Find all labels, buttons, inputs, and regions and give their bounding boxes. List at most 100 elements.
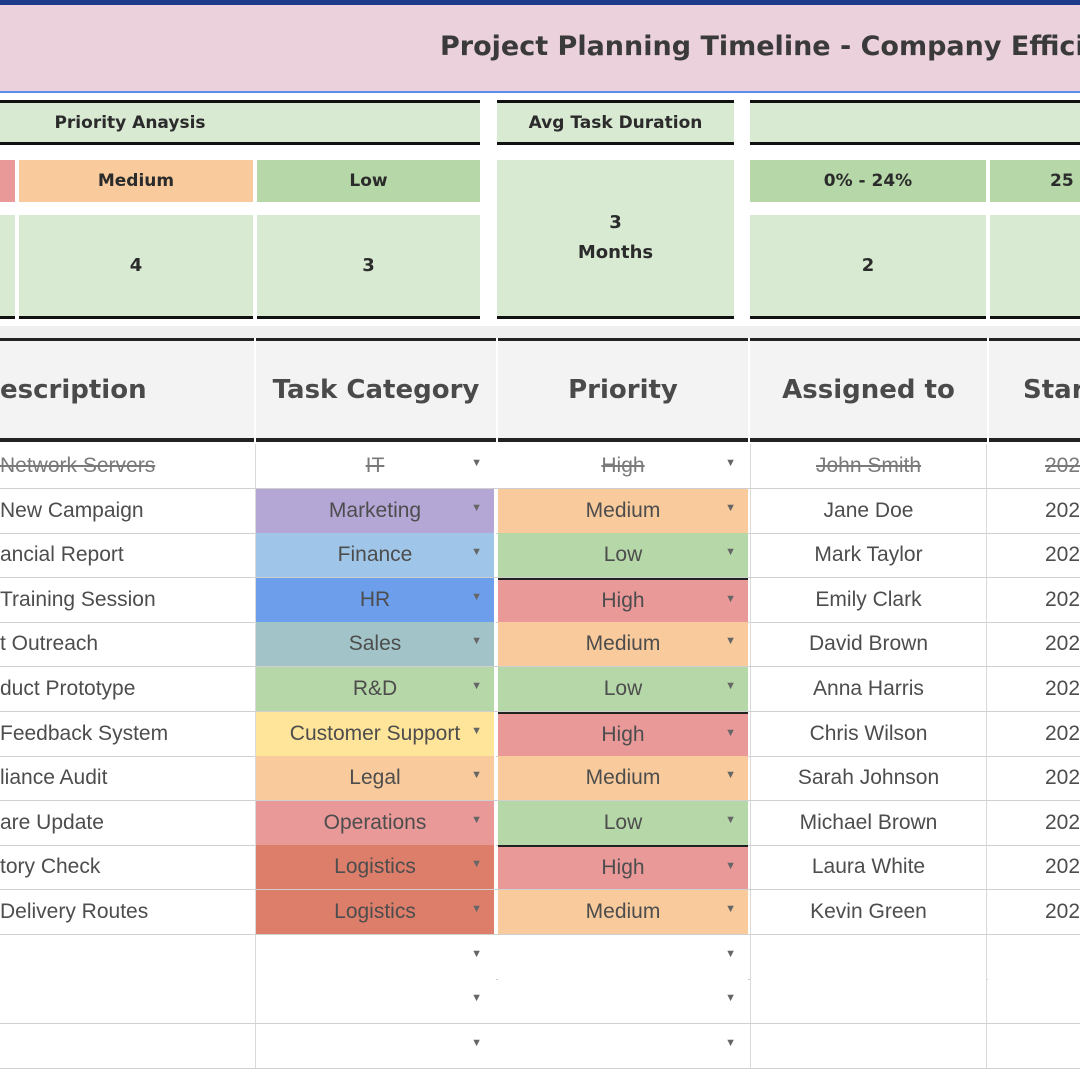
chevron-down-icon[interactable]: ▼ [725, 860, 736, 873]
task-description[interactable]: liance Audit [0, 756, 256, 801]
task-assignee[interactable]: Sarah Johnson [750, 756, 987, 801]
task-start-date[interactable] [988, 934, 1080, 979]
chevron-down-icon[interactable]: ▼ [725, 903, 736, 915]
task-assignee[interactable]: Michael Brown [750, 800, 987, 845]
chevron-down-icon[interactable]: ▼ [725, 680, 736, 692]
chevron-down-icon[interactable]: ▼ [471, 947, 482, 960]
task-priority-dropdown[interactable]: Medium ▼ [498, 488, 748, 533]
task-description[interactable]: are Update [0, 800, 256, 845]
chevron-down-icon[interactable]: ▼ [471, 635, 482, 648]
task-priority-dropdown[interactable]: ▼ [498, 1023, 748, 1068]
task-priority-dropdown[interactable]: Low ▼ [498, 533, 748, 578]
task-start-date[interactable]: 202 [988, 756, 1080, 800]
chevron-down-icon[interactable]: ▼ [725, 546, 736, 559]
task-category-dropdown[interactable]: IT ▼ [256, 444, 496, 488]
task-category-dropdown[interactable]: Legal ▼ [256, 756, 496, 801]
task-start-date[interactable]: 202 [988, 622, 1080, 666]
task-start-date[interactable]: 202 [988, 890, 1080, 934]
task-start-date[interactable]: 202 [988, 578, 1080, 622]
task-assignee[interactable]: Mark Taylor [750, 533, 987, 578]
chevron-down-icon[interactable]: ▼ [725, 813, 736, 826]
task-category-dropdown[interactable]: Sales ▼ [256, 622, 496, 667]
task-category-dropdown[interactable]: Logistics ▼ [256, 890, 496, 934]
task-assignee[interactable]: Kevin Green [750, 890, 987, 934]
chevron-down-icon[interactable]: ▼ [471, 858, 482, 871]
chevron-down-icon[interactable]: ▼ [471, 457, 482, 469]
task-priority-dropdown[interactable]: Low ▼ [498, 800, 748, 845]
col-header-start[interactable]: Start [989, 338, 1080, 442]
task-start-date[interactable]: 202 [988, 667, 1080, 711]
task-priority-dropdown[interactable]: ▼ [498, 934, 748, 979]
task-category-dropdown[interactable]: ▼ [256, 1023, 496, 1068]
task-priority-dropdown[interactable]: ▼ [498, 979, 748, 1024]
chevron-down-icon[interactable]: ▼ [471, 680, 482, 692]
task-category-dropdown[interactable]: HR ▼ [256, 577, 496, 622]
chevron-down-icon[interactable]: ▼ [725, 592, 736, 605]
task-assignee[interactable]: David Brown [750, 622, 987, 667]
chevron-down-icon[interactable]: ▼ [471, 590, 482, 603]
col-header-category[interactable]: Task Category [256, 338, 496, 442]
task-description[interactable]: New Campaign [0, 488, 256, 533]
task-assignee[interactable]: Jane Doe [750, 488, 987, 533]
task-category-dropdown[interactable]: R&D ▼ [256, 667, 496, 711]
task-category-dropdown[interactable]: Logistics ▼ [256, 845, 496, 890]
chevron-down-icon[interactable]: ▼ [471, 813, 482, 826]
task-priority-dropdown[interactable]: High ▼ [498, 444, 748, 488]
task-assignee[interactable]: Anna Harris [750, 667, 987, 711]
chevron-down-icon[interactable]: ▼ [725, 769, 736, 782]
task-description[interactable] [0, 934, 256, 979]
task-start-date[interactable]: 202 [988, 533, 1080, 577]
chevron-down-icon[interactable]: ▼ [725, 457, 736, 469]
chevron-down-icon[interactable]: ▼ [471, 1036, 482, 1049]
task-priority-dropdown[interactable]: Medium ▼ [498, 890, 748, 934]
chevron-down-icon[interactable]: ▼ [471, 724, 482, 737]
task-start-date[interactable]: 202 [988, 444, 1080, 488]
chevron-down-icon[interactable]: ▼ [725, 947, 736, 960]
task-priority-dropdown[interactable]: Medium ▼ [498, 756, 748, 801]
task-start-date[interactable]: 202 [988, 845, 1080, 889]
task-assignee[interactable]: Laura White [750, 845, 987, 890]
task-description[interactable]: ancial Report [0, 533, 256, 578]
chevron-down-icon[interactable]: ▼ [471, 903, 482, 915]
task-start-date[interactable] [988, 979, 1080, 1024]
task-description[interactable]: duct Prototype [0, 667, 256, 711]
task-category-dropdown[interactable]: Customer Support ▼ [256, 711, 496, 756]
chevron-down-icon[interactable]: ▼ [471, 992, 482, 1005]
task-priority-dropdown[interactable]: High ▼ [498, 711, 748, 756]
chevron-down-icon[interactable]: ▼ [471, 546, 482, 559]
task-priority-dropdown[interactable]: Medium ▼ [498, 622, 748, 667]
chevron-down-icon[interactable]: ▼ [725, 726, 736, 739]
task-description[interactable]: tory Check [0, 845, 256, 890]
chevron-down-icon[interactable]: ▼ [725, 635, 736, 648]
task-start-date[interactable]: 202 [988, 712, 1080, 756]
task-start-date[interactable] [988, 1023, 1080, 1068]
task-priority-dropdown[interactable]: High ▼ [498, 845, 748, 890]
task-assignee[interactable] [750, 934, 987, 979]
task-category-dropdown[interactable]: ▼ [256, 979, 496, 1024]
task-description[interactable] [0, 1023, 256, 1068]
col-header-assigned[interactable]: Assigned to [750, 338, 987, 442]
task-category-dropdown[interactable]: ▼ [256, 934, 496, 979]
chevron-down-icon[interactable]: ▼ [471, 769, 482, 782]
task-category-dropdown[interactable]: Finance ▼ [256, 533, 496, 578]
task-assignee[interactable]: Chris Wilson [750, 711, 987, 756]
task-assignee[interactable] [750, 979, 987, 1024]
col-header-priority[interactable]: Priority [498, 338, 748, 442]
task-assignee[interactable]: John Smith [750, 444, 987, 488]
task-description[interactable]: Network Servers [0, 444, 256, 488]
chevron-down-icon[interactable]: ▼ [725, 501, 736, 514]
task-category-dropdown[interactable]: Marketing ▼ [256, 488, 496, 533]
task-description[interactable]: Feedback System [0, 711, 256, 756]
task-description[interactable]: Training Session [0, 577, 256, 622]
task-assignee[interactable] [750, 1023, 987, 1068]
chevron-down-icon[interactable]: ▼ [725, 992, 736, 1005]
task-assignee[interactable]: Emily Clark [750, 577, 987, 622]
task-description[interactable] [0, 979, 256, 1024]
task-start-date[interactable]: 202 [988, 801, 1080, 845]
task-priority-dropdown[interactable]: High ▼ [498, 577, 748, 622]
task-description[interactable]: t Outreach [0, 622, 256, 667]
col-header-description[interactable]: escription [0, 338, 254, 442]
chevron-down-icon[interactable]: ▼ [471, 501, 482, 514]
task-description[interactable]: Delivery Routes [0, 890, 256, 934]
task-category-dropdown[interactable]: Operations ▼ [256, 800, 496, 845]
